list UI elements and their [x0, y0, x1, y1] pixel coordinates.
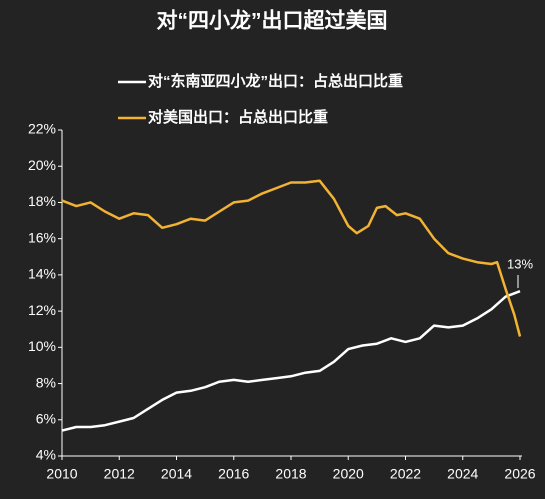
- y-tick-label: 16%: [28, 229, 56, 245]
- y-tick-label: 6%: [36, 410, 56, 426]
- x-tick-label: 2010: [46, 466, 77, 482]
- y-tick-label: 22%: [28, 121, 56, 137]
- annotation: 13%: [507, 256, 533, 271]
- x-tick-label: 2012: [104, 466, 135, 482]
- y-tick-label: 14%: [28, 266, 56, 282]
- x-tick-label: 2026: [504, 466, 535, 482]
- chart-title: 对“四小龙”出口超过美国: [157, 9, 388, 33]
- y-tick-label: 18%: [28, 193, 56, 209]
- x-tick-label: 2018: [275, 466, 306, 482]
- y-tick-label: 8%: [36, 374, 56, 390]
- x-tick-label: 2022: [390, 466, 421, 482]
- x-tick-label: 2020: [333, 466, 364, 482]
- y-tick-label: 10%: [28, 338, 56, 354]
- x-tick-label: 2016: [218, 466, 249, 482]
- x-tick-label: 2024: [447, 466, 478, 482]
- y-tick-label: 12%: [28, 302, 56, 318]
- legend-label: 对美国出口：占总出口比重: [148, 108, 328, 126]
- legend-label: 对“东南亚四小龙”出口：占总出口比重: [148, 72, 403, 90]
- x-tick-label: 2014: [161, 466, 192, 482]
- line-series: [61, 179, 522, 337]
- line-series: [61, 290, 521, 432]
- y-tick-label: 20%: [28, 157, 56, 173]
- y-tick-label: 4%: [36, 447, 56, 463]
